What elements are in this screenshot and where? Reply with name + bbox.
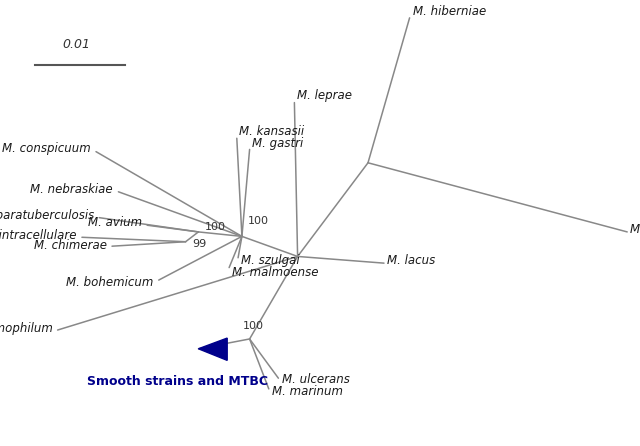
Text: M. paratuberculosis: M. paratuberculosis (0, 209, 94, 222)
Text: M. chimerae: M. chimerae (34, 239, 107, 252)
Text: M. szulgai: M. szulgai (241, 254, 300, 268)
Text: M. kansasii: M. kansasii (239, 125, 305, 138)
Text: M. haemophilum: M. haemophilum (0, 322, 52, 335)
Text: 100: 100 (205, 223, 226, 232)
Text: M. leprae: M. leprae (297, 89, 352, 103)
Text: M. nebraskiae: M. nebraskiae (30, 182, 113, 196)
Text: 99: 99 (192, 240, 206, 249)
Text: M. ulcerans: M. ulcerans (282, 372, 349, 386)
Polygon shape (198, 338, 227, 360)
Text: M. hiberniae: M. hiberniae (413, 4, 486, 18)
Text: M. gastri: M. gastri (252, 137, 303, 150)
Text: 100: 100 (243, 321, 264, 330)
Text: Smooth strains and MTBC: Smooth strains and MTBC (88, 375, 268, 388)
Text: M. intracellulare: M. intracellulare (0, 228, 77, 242)
Text: M. bohemicum: M. bohemicum (66, 276, 154, 289)
Text: 100: 100 (248, 216, 269, 226)
Text: M. avium: M. avium (88, 216, 142, 230)
Text: M. malmoense: M. malmoense (232, 265, 318, 279)
Text: M. marinum: M. marinum (272, 384, 343, 398)
Text: M. lacus: M. lacus (387, 254, 435, 268)
Text: M. shimoidei: M. shimoidei (630, 223, 640, 236)
Text: M. conspicuum: M. conspicuum (2, 142, 91, 155)
Text: 0.01: 0.01 (63, 38, 91, 51)
